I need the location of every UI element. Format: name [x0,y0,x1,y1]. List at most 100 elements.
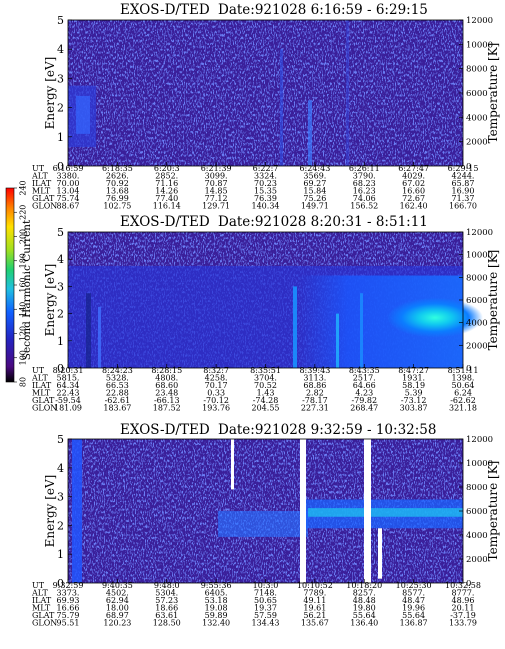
table-cell: 77.40 [155,194,178,203]
y-tick-label-right: 0 [466,162,471,172]
table-cell: -79.82 [351,396,377,405]
table-row-label: MLT [32,187,51,196]
table-cell: 2626. [106,172,129,181]
table-cell: 321.18 [449,404,477,413]
table-cell: 55.64 [402,611,425,620]
table-cell: 69.27 [303,179,326,188]
table-cell: 19.37 [254,604,277,613]
table-row-label: GLAT [32,396,55,405]
table-cell: 75.74 [57,194,80,203]
table-row-label: ILAT [32,381,52,390]
y-tick-label-right: 12000 [466,16,493,26]
table-cell: 136.87 [400,619,428,628]
table-cell: 183.67 [103,404,131,413]
table-cell: 4.23 [355,389,373,398]
y-tick-label-left: 1 [57,335,64,348]
colorbar-tick-label: 80 [19,377,28,387]
table-cell: 13.04 [57,187,80,196]
table-cell: 303.87 [400,404,428,413]
table-cell: 268.47 [350,404,378,413]
table-cell: 4808. [155,374,178,383]
y-tick-label-right: 4000 [466,113,488,123]
table-cell: 120.23 [103,619,131,628]
table-row-label: ILAT [32,179,52,188]
orbit-table: UTALTILATMLTGLATGLON6:16:593380.70.0013.… [31,164,478,211]
table-cell: 16.60 [402,187,425,196]
table-cell: 102.75 [103,202,131,211]
table-cell: 18.66 [155,604,178,613]
table-cell: 58.19 [402,381,425,390]
y-tick-label-right: 8000 [466,483,488,493]
table-cell: 19.96 [402,604,425,613]
table-cell: 55.64 [353,611,376,620]
data-gap [378,528,382,579]
table-row-label: GLON [32,619,57,628]
table-cell: 70.17 [205,381,228,390]
y-tick-label-right: 2000 [466,555,488,565]
peak-band [308,508,463,517]
table-cell: 6405. [205,589,228,598]
table-cell: 6:29:15 [448,164,479,173]
table-cell: 9:48:0 [154,581,180,590]
table-row-label: GLAT [32,194,55,203]
table-cell: 74.06 [353,194,376,203]
y-tick-label-left: 3 [57,72,64,85]
table-cell: 70.92 [106,179,129,188]
table-cell: 69.93 [57,596,80,605]
colorbar-tick-label: 120 [19,326,28,341]
streak [360,293,363,368]
table-cell: 70.87 [205,179,228,188]
table-cell: 2852. [155,172,178,181]
table-cell: 15.35 [254,187,277,196]
y-tick-label-left: 0 [57,362,64,375]
table-cell: 6:26:11 [349,164,380,173]
table-cell: -59.54 [55,396,81,405]
y-tick-label-right: 6000 [466,507,488,517]
table-cell: 1931. [402,374,425,383]
table-cell: 50.64 [452,381,475,390]
table-cell: 15.84 [303,187,326,196]
table-cell: 19.80 [353,604,376,613]
y-tick-label-left: 2 [57,519,64,532]
spectrogram-plot [67,19,464,167]
table-cell: 3704. [254,374,277,383]
table-cell: 1398. [452,374,475,383]
table-cell: 16.90 [452,187,475,196]
table-row-label: GLON [32,404,57,413]
table-cell: -74.28 [253,396,279,405]
y-axis-label-left: Energy [eV] [43,57,57,130]
table-cell: 68.23 [353,179,376,188]
y-tick-label-right: 2000 [466,138,488,148]
table-cell: 50.65 [254,596,277,605]
table-cell: 8:32:7 [203,366,229,375]
y-tick-label-right: 4000 [466,531,488,541]
table-cell: 8:35:51 [250,366,281,375]
panel-title: EXOS-D/TED [120,2,210,18]
table-cell: 75.79 [57,611,80,620]
y-tick-label-left: 2 [57,308,64,321]
y-axis-label-left: Energy [eV] [43,264,57,337]
streak [98,306,101,368]
table-cell: 132.40 [202,619,230,628]
y-axis-label-right: Temperature [K] [486,250,500,351]
colorbar-tick-label: 180 [19,253,28,268]
spectrogram-noise [68,20,463,166]
streak [293,286,297,368]
colorbar-tick-label: 200 [19,229,28,244]
table-cell: 75.26 [303,194,326,203]
colorbar-gradient [5,187,15,383]
table-cell: 66.53 [106,381,129,390]
table-cell: 133.79 [449,619,477,628]
table-cell: 9:55:36 [201,581,232,590]
table-cell: 116.14 [153,202,181,211]
table-cell: 64.66 [353,381,376,390]
table-cell: 8:20:31 [53,366,84,375]
y-tick-label-right: 10000 [466,251,493,261]
table-cell: 53.18 [205,596,228,605]
table-cell: 6:24:43 [299,164,330,173]
colorbar-tick-label: 160 [19,277,28,292]
table-cell: 14.85 [205,187,228,196]
table-cell: 8257. [353,589,376,598]
y-tick-label-right: 6000 [466,89,488,99]
